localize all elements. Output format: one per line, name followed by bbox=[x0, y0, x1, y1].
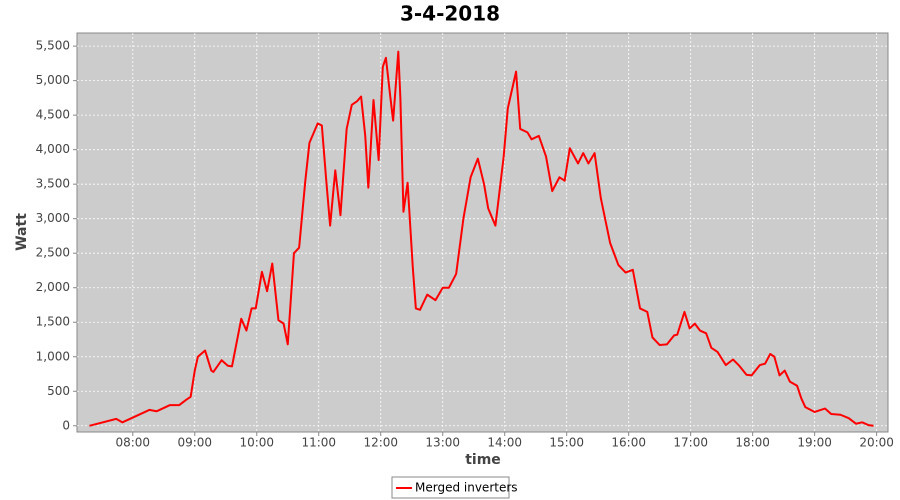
legend-label: Merged inverters bbox=[415, 481, 518, 495]
x-tick-label: 18:00 bbox=[735, 436, 770, 450]
x-axis-label: time bbox=[465, 452, 501, 468]
y-tick-label: 3,500 bbox=[36, 177, 70, 191]
y-tick-label: 1,000 bbox=[36, 349, 70, 363]
x-tick-label: 19:00 bbox=[797, 436, 832, 450]
x-tick-label: 16:00 bbox=[611, 436, 646, 450]
x-tick-label: 15:00 bbox=[549, 436, 584, 450]
y-tick-label: 1,500 bbox=[36, 315, 70, 329]
x-tick-label: 11:00 bbox=[301, 436, 336, 450]
x-tick-label: 20:00 bbox=[859, 436, 894, 450]
y-tick-label: 5,000 bbox=[36, 73, 70, 87]
y-tick-label: 2,000 bbox=[36, 280, 70, 294]
x-tick-label: 14:00 bbox=[487, 436, 522, 450]
legend-box bbox=[391, 476, 510, 499]
y-tick-label: 2,500 bbox=[36, 246, 70, 260]
line bbox=[89, 50, 874, 427]
y-tick-label: 4,500 bbox=[36, 108, 70, 122]
x-tick-label: 09:00 bbox=[177, 436, 212, 450]
y-tick-label: 0 bbox=[62, 418, 70, 432]
x-tick-label: 12:00 bbox=[363, 436, 398, 450]
x-tick-label: 08:00 bbox=[115, 436, 150, 450]
y-tick-label: 500 bbox=[47, 384, 70, 398]
y-axis-label: Watt bbox=[14, 213, 30, 251]
plot-area bbox=[76, 32, 889, 433]
x-tick-label: 10:00 bbox=[239, 436, 274, 450]
x-tick-label: 17:00 bbox=[673, 436, 708, 450]
y-tick-label: 4,000 bbox=[36, 142, 70, 156]
chart-title: 3-4-2018 bbox=[400, 2, 500, 26]
x-tick-label: 13:00 bbox=[425, 436, 460, 450]
y-tick-label: 5,500 bbox=[36, 39, 70, 53]
y-tick-label: 3,000 bbox=[36, 211, 70, 225]
